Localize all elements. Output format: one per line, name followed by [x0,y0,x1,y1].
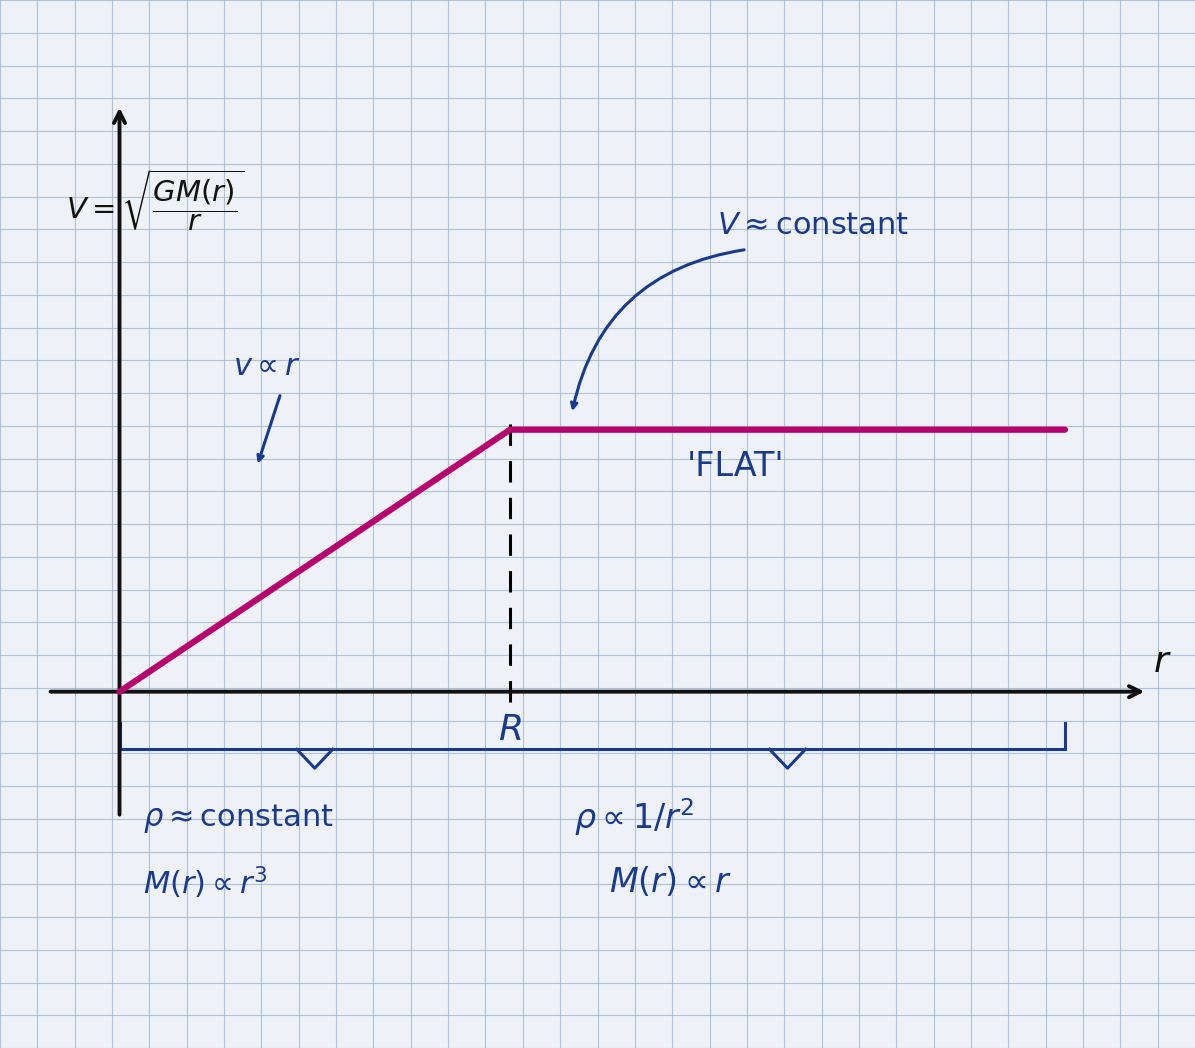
Text: $M(r) \propto r^3$: $M(r) \propto r^3$ [143,865,268,901]
Text: $V = \sqrt{\dfrac{GM(r)}{r}}$: $V = \sqrt{\dfrac{GM(r)}{r}}$ [66,168,244,234]
Text: $M(r) \propto r$: $M(r) \propto r$ [609,865,733,898]
Text: $R$: $R$ [498,713,522,746]
Text: 'FLAT': 'FLAT' [687,450,785,483]
Text: $v \propto r$: $v \propto r$ [233,352,301,381]
Text: $V \approx \mathrm{constant}$: $V \approx \mathrm{constant}$ [717,211,909,240]
Text: $r$: $r$ [1153,646,1172,679]
Text: $\rho \propto 1/r^2$: $\rho \propto 1/r^2$ [574,796,694,838]
Text: $\rho \approx \mathrm{constant}$: $\rho \approx \mathrm{constant}$ [143,802,335,834]
